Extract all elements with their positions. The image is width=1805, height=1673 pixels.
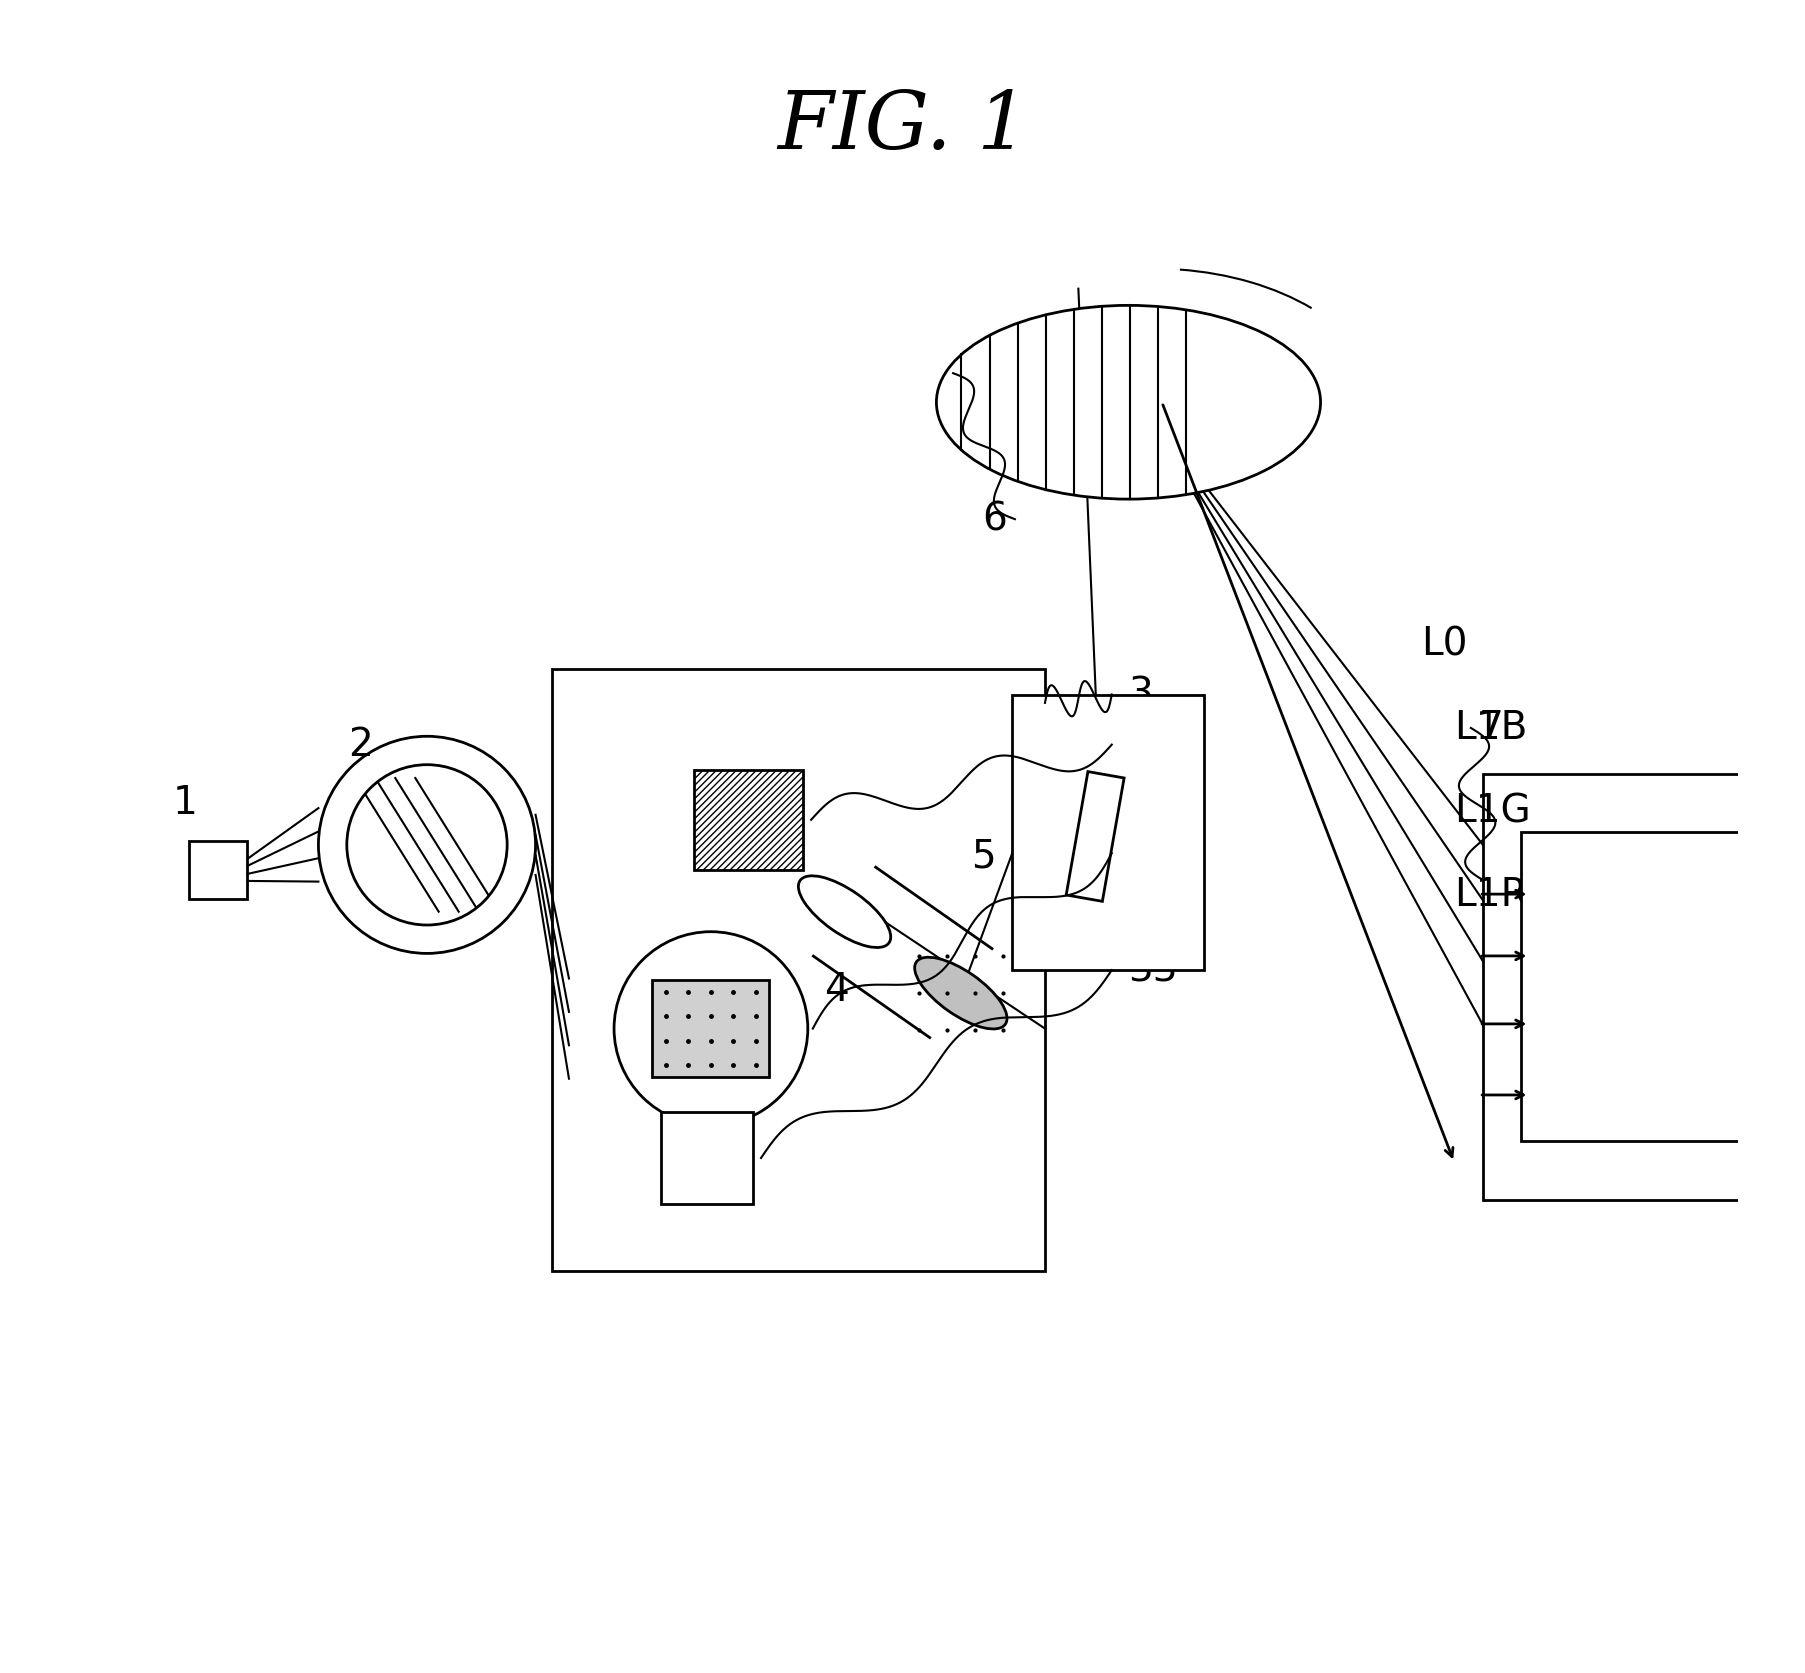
Bar xyxy=(661,1113,753,1205)
Ellipse shape xyxy=(935,306,1319,499)
Bar xyxy=(1520,833,1754,1141)
Bar xyxy=(1011,694,1202,970)
Text: 2: 2 xyxy=(348,726,372,763)
Circle shape xyxy=(318,736,536,954)
Bar xyxy=(190,840,247,898)
Text: 32: 32 xyxy=(1128,835,1177,872)
Text: FIG. 1: FIG. 1 xyxy=(776,89,1029,166)
Bar xyxy=(1065,771,1123,902)
Bar xyxy=(552,669,1045,1271)
Bar xyxy=(693,770,803,870)
Text: 5: 5 xyxy=(971,838,995,875)
Text: 4: 4 xyxy=(823,970,848,1009)
Text: L1G: L1G xyxy=(1453,793,1531,830)
Ellipse shape xyxy=(913,957,1007,1029)
Text: L0: L0 xyxy=(1421,626,1466,664)
Circle shape xyxy=(347,765,507,925)
Text: 1: 1 xyxy=(171,785,197,821)
Ellipse shape xyxy=(798,875,890,947)
Text: 7: 7 xyxy=(1478,709,1504,746)
Text: 6: 6 xyxy=(982,500,1007,539)
Bar xyxy=(1482,775,1791,1200)
Text: 33: 33 xyxy=(1128,952,1177,989)
Circle shape xyxy=(614,932,807,1126)
Text: 31: 31 xyxy=(1128,726,1177,763)
Text: L1B: L1B xyxy=(1453,709,1527,746)
Text: 3: 3 xyxy=(1128,676,1153,713)
Text: L1R: L1R xyxy=(1453,877,1527,913)
Bar xyxy=(652,980,769,1077)
